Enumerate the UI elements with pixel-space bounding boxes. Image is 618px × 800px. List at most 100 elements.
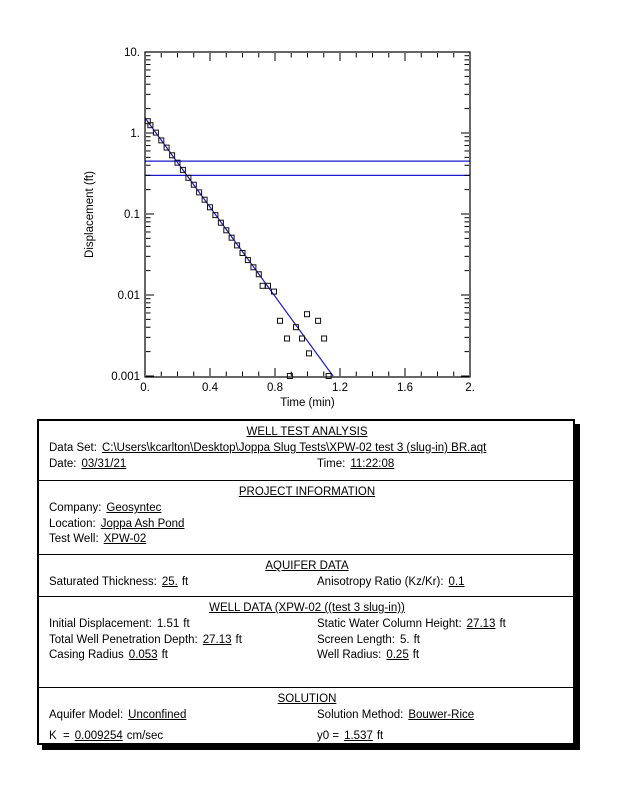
well-radius-value: 0.25 xyxy=(386,649,409,661)
dataset-path: C:\Users\kcarlton\Desktop\Joppa Slug Tes… xyxy=(101,442,487,454)
test-well-label: Test Well: xyxy=(49,533,99,545)
section-title: AQUIFER DATA xyxy=(49,558,565,575)
initial-displacement-unit: ft xyxy=(183,618,190,630)
well-radius-label: Well Radius: xyxy=(317,649,382,661)
svg-text:0.4: 0.4 xyxy=(202,382,219,394)
aquifer-row: Saturated Thickness: 25. ft Anisotropy Rat… xyxy=(49,575,565,591)
svg-text:1.2: 1.2 xyxy=(332,382,348,394)
hydraulic-conductivity-value: 0.009254 xyxy=(74,729,123,742)
casing-radius-field: Casing Radius 0.053 ft xyxy=(49,649,168,661)
initial-displacement-label: Initial Displacement: xyxy=(49,618,152,630)
svg-text:0.8: 0.8 xyxy=(267,382,283,394)
static-water-column-value: 27.13 xyxy=(466,618,496,630)
section-aquifer-data: AQUIFER DATA Saturated Thickness: 25. ft A… xyxy=(39,555,573,597)
screen-length-field: Screen Length: 5. ft xyxy=(317,633,420,649)
hydraulic-conductivity-field: K = 0.009254 cm/sec xyxy=(49,730,163,742)
well-radius-unit: ft xyxy=(412,649,420,661)
dataset-label: Data Set: xyxy=(49,442,97,454)
svg-text:Time (min): Time (min) xyxy=(280,397,335,409)
test-well-value: XPW-02 xyxy=(103,533,147,545)
saturated-thickness-label: Saturated Thickness: xyxy=(49,576,157,588)
casing-radius-label: Casing Radius xyxy=(49,649,124,661)
svg-text:0.: 0. xyxy=(140,382,150,394)
section-title: WELL TEST ANALYSIS xyxy=(49,424,565,441)
saturated-thickness-field: Saturated Thickness: 25. ft xyxy=(49,576,188,588)
well-radius-field: Well Radius: 0.25 ft xyxy=(317,648,419,664)
company-value: Geosyntec xyxy=(106,502,162,514)
y0-field: y0 = 1.537 ft xyxy=(317,729,383,744)
well-data-row-1: Initial Displacement: 1.51 ft Static Water… xyxy=(49,617,565,633)
y0-value: 1.537 xyxy=(344,729,373,742)
penetration-depth-unit: ft xyxy=(235,633,242,646)
initial-displacement-value: 1.51 xyxy=(156,618,180,630)
hydraulic-conductivity-label: K = xyxy=(49,729,70,742)
well-test-report: WELL TEST ANALYSIS Data Set: C:\Users\kca… xyxy=(37,419,575,745)
test-well-row: Test Well: XPW-02 xyxy=(49,532,565,548)
svg-text:2.: 2. xyxy=(465,382,475,394)
y0-unit: ft xyxy=(376,729,384,742)
y0-label: y0 = xyxy=(317,729,340,742)
time-value: 11:22:08 xyxy=(350,457,395,470)
svg-text:10.: 10. xyxy=(124,47,140,59)
section-well-test-analysis: WELL TEST ANALYSIS Data Set: C:\Users\kca… xyxy=(39,421,573,481)
anisotropy-value: 0.1 xyxy=(448,576,465,588)
section-title: PROJECT INFORMATION xyxy=(49,484,565,501)
svg-text:0.1: 0.1 xyxy=(124,209,140,221)
saturated-thickness-unit: ft xyxy=(181,576,189,588)
section-well-data: WELL DATA (XPW-02 ((test 3 slug-in)) Ini… xyxy=(39,597,573,688)
aquifer-model-field: Aquifer Model: Unconfined xyxy=(49,709,186,721)
svg-text:Displacement (ft): Displacement (ft) xyxy=(84,171,96,258)
company-row: Company: Geosyntec xyxy=(49,501,565,517)
well-data-row-2: Total Well Penetration Depth: 27.13 ft Scr… xyxy=(49,633,565,649)
date-field: Date: 03/31/21 xyxy=(49,458,126,470)
solution-title: SOLUTION xyxy=(277,693,337,705)
casing-radius-value: 0.053 xyxy=(128,649,158,661)
time-field: Time: 11:22:08 xyxy=(317,457,394,473)
date-value: 03/31/21 xyxy=(81,457,127,470)
anisotropy-field: Anisotropy Ratio (Kz/Kr): 0.1 xyxy=(317,575,465,591)
solution-row-2: K = 0.009254 cm/sec y0 = 1.537 ft xyxy=(49,729,565,744)
aquifer-data-title: AQUIFER DATA xyxy=(265,560,349,572)
screen-length-unit: ft xyxy=(413,633,420,646)
hydraulic-conductivity-unit: cm/sec xyxy=(126,729,164,742)
casing-radius-unit: ft xyxy=(161,649,168,661)
static-water-column-label: Static Water Column Height: xyxy=(317,618,462,630)
solution-method-label: Solution Method: xyxy=(317,709,404,721)
penetration-depth-field: Total Well Penetration Depth: 27.13 ft xyxy=(49,634,242,646)
aquifer-model-value: Unconfined xyxy=(128,709,187,721)
solution-method-field: Solution Method: Bouwer-Rice xyxy=(317,708,474,724)
date-time-row: Date: 03/31/21 Time: 11:22:08 xyxy=(49,457,565,473)
time-label: Time: xyxy=(317,457,346,470)
dataset-row: Data Set: C:\Users\kcarlton\Desktop\Joppa… xyxy=(49,441,565,457)
section-title: WELL DATA (XPW-02 ((test 3 slug-in)) xyxy=(49,600,565,617)
penetration-depth-value: 27.13 xyxy=(202,633,232,646)
svg-text:1.6: 1.6 xyxy=(397,382,413,394)
solution-method-value: Bouwer-Rice xyxy=(408,709,475,721)
well-data-row-3: Casing Radius 0.053 ft Well Radius: 0.25 ft xyxy=(49,648,565,664)
section-project-information: PROJECT INFORMATION Company: Geosyntec Lo… xyxy=(39,481,573,555)
initial-displacement-field: Initial Displacement: 1.51 ft xyxy=(49,618,190,630)
static-water-column-field: Static Water Column Height: 27.13 ft xyxy=(317,617,506,633)
svg-text:0.001: 0.001 xyxy=(111,371,140,383)
project-information-title: PROJECT INFORMATION xyxy=(238,486,376,498)
section-title: SOLUTION xyxy=(49,691,565,708)
well-test-analysis-title: WELL TEST ANALYSIS xyxy=(246,426,368,438)
svg-text:0.01: 0.01 xyxy=(118,290,140,302)
chart-area: 0. 0.4 0.8 1.2 1.6 2. 10. 1. 0.1 0.01 0.001 Time (m… xyxy=(84,47,475,409)
well-data-title: WELL DATA (XPW-02 ((test 3 slug-in)) xyxy=(209,602,405,614)
displacement-time-chart: 0. 0.4 0.8 1.2 1.6 2. 10. 1. 0.1 0.01 0.001 Time (m… xyxy=(84,47,475,409)
aquifer-model-label: Aquifer Model: xyxy=(49,709,124,721)
svg-text:1.: 1. xyxy=(130,128,140,140)
penetration-depth-label: Total Well Penetration Depth: xyxy=(49,633,198,646)
screen-length-value: 5. xyxy=(400,633,410,646)
section-solution: SOLUTION Aquifer Model: Unconfined Soluti… xyxy=(39,688,573,743)
location-value: Joppa Ash Pond xyxy=(100,517,185,530)
location-row: Location: Joppa Ash Pond xyxy=(49,517,565,533)
anisotropy-label: Anisotropy Ratio (Kz/Kr): xyxy=(317,576,444,588)
saturated-thickness-value: 25. xyxy=(161,576,178,588)
screen-length-label: Screen Length: xyxy=(317,633,396,646)
static-water-column-unit: ft xyxy=(499,618,506,630)
date-label: Date: xyxy=(49,457,77,470)
company-label: Company: xyxy=(49,502,102,514)
